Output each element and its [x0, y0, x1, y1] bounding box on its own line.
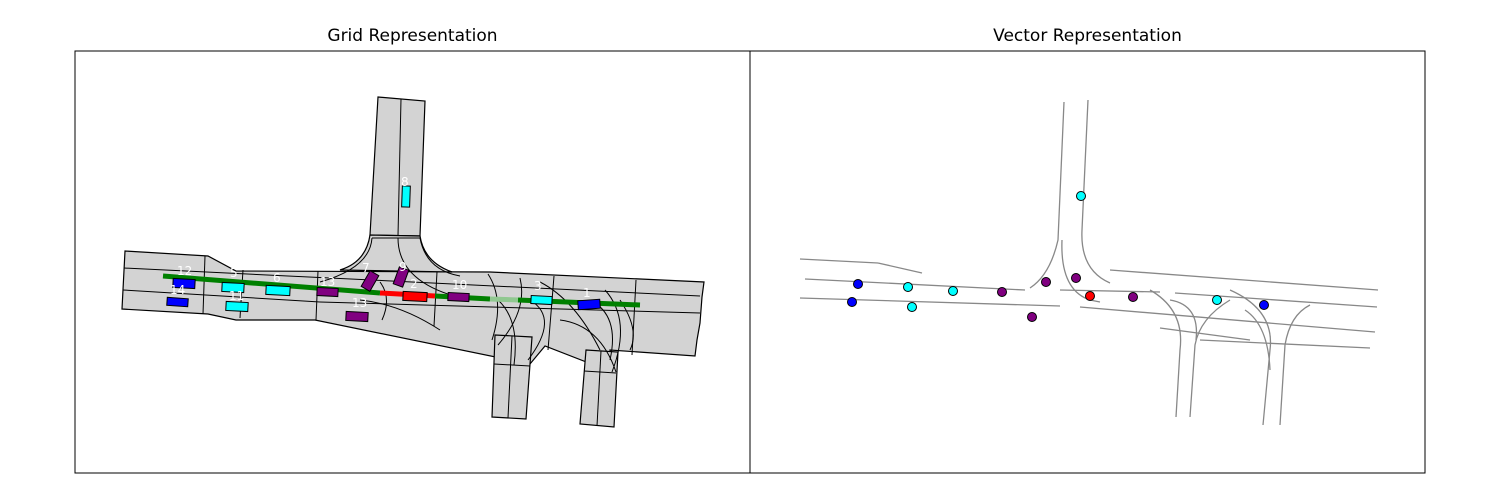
connector-curve	[497, 277, 523, 346]
segment-boundary	[583, 370, 617, 374]
agent-id-label: 13	[320, 275, 335, 289]
agent-point-cyan	[903, 282, 913, 292]
north-road	[369, 96, 426, 237]
agent-point-blue	[847, 297, 857, 307]
lane-polyline	[1079, 306, 1376, 333]
lane-divider	[507, 335, 513, 419]
lane-polyline	[799, 297, 1061, 307]
agent-id-label: 12	[177, 264, 192, 278]
lane-dividers	[122, 98, 701, 427]
segment-boundary	[202, 255, 206, 315]
lane-polyline	[1244, 309, 1271, 371]
grid-panel: 12 5 6 13 7 8 2 10 3 11 9 1 14 13	[74, 50, 751, 474]
vector-panel-title: Vector Representation	[993, 26, 1182, 46]
agent-id-label: 8	[401, 175, 409, 189]
lane-polyline	[877, 262, 923, 274]
lane-divider	[596, 350, 602, 427]
lane-polyline	[1109, 269, 1379, 291]
lane-polyline	[1029, 101, 1065, 289]
connector-curve	[487, 273, 499, 341]
ego-vehicle	[402, 290, 428, 303]
lane-polyline	[1229, 289, 1272, 426]
lane-divider	[123, 267, 701, 297]
vehicle-purple	[345, 310, 369, 323]
lane-polyline	[1169, 299, 1198, 341]
agent-id-label: 11	[229, 289, 244, 303]
agent-id-label: 7	[362, 261, 370, 275]
lane-polyline	[804, 278, 1026, 291]
lane-polyline	[1279, 304, 1311, 426]
vehicle-cyan	[401, 185, 411, 208]
vehicle-cyan	[225, 300, 249, 313]
lane-polylines	[799, 99, 1379, 426]
agent-id-label: 2	[410, 277, 418, 291]
agent-id-label: 13	[352, 296, 367, 310]
lane-polyline	[1174, 292, 1378, 308]
agent-point-purple	[1071, 273, 1081, 283]
agent-point-cyan	[907, 302, 917, 312]
agent-point-purple	[997, 287, 1007, 297]
agent-point-cyan	[948, 286, 958, 296]
agent-id-label: 3	[534, 279, 542, 293]
vehicle-purple	[316, 286, 339, 298]
connector-curve	[359, 299, 441, 331]
agent-point-purple	[1041, 277, 1051, 287]
agent-points	[847, 191, 1269, 322]
lane-polyline	[1149, 289, 1182, 418]
lane-polyline	[1189, 299, 1231, 418]
route-segment	[162, 273, 381, 296]
road-network	[121, 96, 705, 428]
agent-point-cyan	[1076, 191, 1086, 201]
connector-curve	[319, 237, 373, 283]
vector-panel	[749, 50, 1426, 474]
vehicle-purple	[360, 270, 380, 292]
vehicle-cyan	[530, 294, 553, 306]
lane-polyline	[1059, 289, 1161, 293]
connector-curve	[559, 319, 617, 373]
grid-panel-title: Grid Representation	[327, 26, 498, 46]
vehicle-blue	[172, 277, 196, 290]
south-road-1	[491, 334, 533, 420]
lane-polyline	[1159, 327, 1251, 341]
connector-curve	[497, 299, 516, 366]
vehicle-cyan	[221, 281, 245, 294]
vehicle-purple	[392, 266, 410, 288]
vehicle-blue	[166, 296, 189, 308]
agent-id-label: 9	[399, 260, 407, 274]
lane-divider	[122, 289, 321, 303]
route-segment-faded	[489, 296, 519, 303]
connector-curve	[604, 289, 621, 373]
agent-point-cyan	[1212, 295, 1222, 305]
vehicle-blue	[577, 298, 601, 311]
agent-id-label: 10	[452, 278, 467, 292]
agent-point-purple	[1128, 292, 1138, 302]
connector-curve	[419, 237, 461, 277]
segment-boundary	[547, 275, 555, 351]
agent-id-label: 14	[170, 283, 185, 297]
lane-polyline	[799, 258, 879, 264]
agent-point-blue	[1259, 300, 1269, 310]
agent-id-label: 1	[583, 286, 591, 300]
agent-labels: 12 5 6 13 7 8 2 10 3 11 9 1 14 13	[170, 175, 591, 310]
agent-point-blue	[853, 279, 863, 289]
connector-curve	[379, 281, 387, 321]
agent-id-label: 5	[230, 266, 238, 280]
agent-id-label: 6	[273, 271, 281, 285]
lane-polyline	[1081, 99, 1111, 284]
vehicle-cyan	[265, 284, 291, 297]
vehicle-boxes	[166, 185, 601, 323]
north-junction-flare	[339, 234, 453, 273]
lane-divider	[397, 98, 402, 237]
segment-boundary	[493, 363, 531, 367]
connector-curve	[539, 281, 601, 351]
segment-boundary	[433, 271, 438, 327]
vehicle-purple	[447, 291, 470, 303]
agent-point-purple	[1027, 312, 1037, 322]
ego-point	[1085, 291, 1095, 301]
